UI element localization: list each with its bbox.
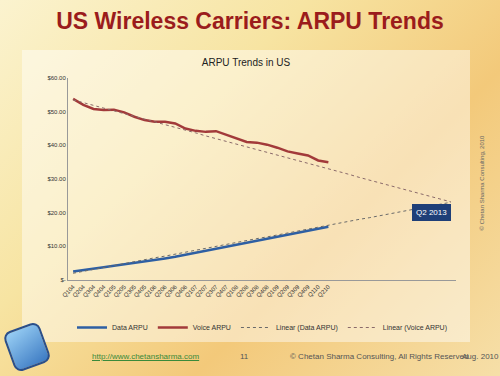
svg-text:Q305: Q305 (123, 283, 138, 298)
svg-text:Q205: Q205 (112, 283, 127, 298)
svg-text:Q104: Q104 (61, 283, 76, 298)
svg-text:Q309: Q309 (286, 283, 301, 298)
html-text:© Chetan Sharma Consulting, Al: © Chetan Sharma Consulting, All Rights R… (290, 352, 469, 361)
svg-text:Q406: Q406 (174, 283, 189, 298)
svg-text:$30.00: $30.00 (47, 176, 66, 182)
html-text:http://www.chetansharma.com: http://www.chetansharma.com (92, 352, 200, 361)
svg-text:Q110: Q110 (307, 283, 322, 298)
svg-text:Q407: Q407 (214, 283, 229, 298)
svg-text:Q208: Q208 (235, 283, 250, 298)
svg-text:$50.00: $50.00 (47, 109, 66, 115)
svg-text:Q2 2013: Q2 2013 (416, 208, 447, 217)
svg-text:Q404: Q404 (92, 283, 107, 298)
svg-text:Q209: Q209 (276, 283, 291, 298)
svg-text:Q306: Q306 (163, 283, 178, 298)
svg-text:Linear (Data ARPU): Linear (Data ARPU) (276, 324, 338, 332)
svg-text:Q304: Q304 (82, 283, 97, 298)
svg-text:Q409: Q409 (296, 283, 311, 298)
svg-text:$-: $- (60, 277, 65, 283)
svg-text:Q307: Q307 (204, 283, 219, 298)
svg-text:Q204: Q204 (72, 283, 87, 298)
html-text:Aug. 2010: Aug. 2010 (462, 352, 499, 361)
html-text:© Chetan Sharma Consulting, 20: © Chetan Sharma Consulting, 2010 (479, 135, 485, 231)
svg-text:Q405: Q405 (133, 283, 148, 298)
svg-text:ARPU Trends in US: ARPU Trends in US (202, 57, 291, 68)
html-text:US Wireless Carriers: ARPU Tre: US Wireless Carriers: ARPU Trends (56, 8, 444, 34)
svg-text:$60.00: $60.00 (47, 75, 66, 81)
svg-text:Data ARPU: Data ARPU (112, 324, 148, 331)
svg-text:Q207: Q207 (194, 283, 209, 298)
html-text:11: 11 (240, 352, 249, 361)
svg-text:Linear (Voice ARPU): Linear (Voice ARPU) (383, 324, 447, 332)
svg-text:Voice ARPU: Voice ARPU (193, 324, 231, 331)
svg-text:Q107: Q107 (184, 283, 199, 298)
svg-text:Q206: Q206 (153, 283, 168, 298)
svg-text:Q105: Q105 (102, 283, 117, 298)
svg-text:$40.00: $40.00 (47, 142, 66, 148)
svg-text:Q210: Q210 (317, 283, 332, 298)
svg-text:Q108: Q108 (225, 283, 240, 298)
svg-text:Q408: Q408 (255, 283, 270, 298)
svg-text:$10.00: $10.00 (47, 243, 66, 249)
svg-text:$20.00: $20.00 (47, 210, 66, 216)
svg-text:Q106: Q106 (143, 283, 158, 298)
svg-text:Q109: Q109 (266, 283, 281, 298)
svg-text:Q308: Q308 (245, 283, 260, 298)
